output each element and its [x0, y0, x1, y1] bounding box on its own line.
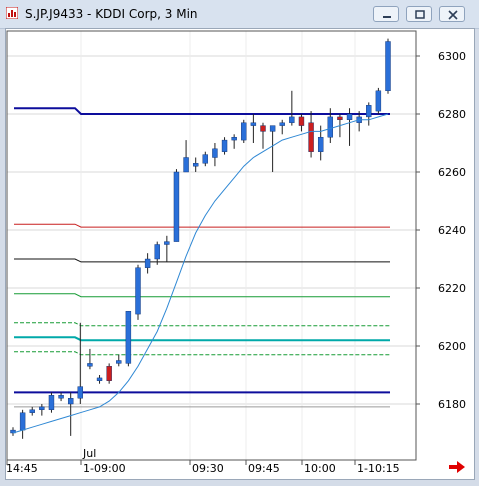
- candle-body: [375, 90, 382, 112]
- candle-body: [231, 136, 237, 141]
- candle-body: [173, 171, 180, 242]
- level-line-red: [14, 223, 390, 228]
- minimize-button[interactable]: [373, 6, 399, 22]
- candle-body: [241, 122, 247, 141]
- candle-body: [144, 258, 151, 268]
- candle-body: [106, 366, 112, 381]
- restore-icon: [415, 10, 425, 19]
- candle-body: [48, 395, 55, 410]
- window-title: S.JP.J9433 - KDDI Corp, 3 Min: [25, 7, 198, 21]
- level-line-upper-blue: [14, 107, 390, 115]
- candle-body: [125, 311, 132, 364]
- plot-area: [6, 30, 417, 461]
- candle-body: [116, 360, 122, 364]
- candle-body: [77, 386, 84, 399]
- candle-body: [279, 122, 285, 126]
- y-tick-label: 6180: [438, 398, 466, 411]
- chart-frame: [5, 28, 475, 480]
- x-tick-label: 14:45: [6, 462, 38, 475]
- candle-body: [29, 409, 35, 413]
- candle-body: [135, 267, 141, 315]
- candle-body: [19, 412, 26, 431]
- candle-body: [164, 241, 170, 245]
- candle-body: [269, 125, 276, 132]
- window-titlebar: S.JP.J9433 - KDDI Corp, 3 Min: [0, 0, 479, 29]
- x-tick-label: 10:00: [304, 462, 336, 475]
- candle-body: [192, 163, 199, 167]
- moving-average-line: [12, 113, 389, 434]
- minimize-icon: [383, 16, 391, 18]
- x-tick-label: 1-10:15: [357, 462, 400, 475]
- candle-body: [39, 406, 45, 410]
- candle-body: [337, 116, 343, 121]
- y-tick-label: 6300: [438, 50, 466, 63]
- close-icon: [448, 10, 458, 20]
- candle-body: [317, 136, 324, 152]
- candle-body: [67, 398, 74, 405]
- x-tick-label: 09:45: [248, 462, 280, 475]
- candle-body: [385, 41, 391, 91]
- y-tick-label: 6260: [438, 166, 466, 179]
- candle-body: [212, 148, 218, 158]
- candle-body: [221, 139, 228, 152]
- y-tick-label: 6240: [438, 224, 466, 237]
- candle-body: [298, 116, 305, 126]
- candle-body: [87, 363, 93, 367]
- close-button[interactable]: [439, 6, 465, 22]
- candle-body: [260, 125, 266, 132]
- candle-body: [96, 377, 103, 381]
- restore-button[interactable]: [406, 6, 432, 22]
- level-line-green: [14, 293, 390, 298]
- candle-body: [58, 395, 64, 399]
- x-tick-label: 09:30: [192, 462, 224, 475]
- x-tick-label: 1-09:00: [83, 462, 126, 475]
- candle-body: [327, 116, 334, 138]
- app-chart-icon: [6, 7, 18, 19]
- y-tick-label: 6220: [438, 282, 466, 295]
- candle-body: [366, 105, 372, 118]
- level-line-cyan: [14, 336, 390, 342]
- level-line-black: [14, 258, 390, 263]
- candle-body: [183, 157, 189, 173]
- level-line-green-dash-upper: [14, 322, 390, 327]
- scroll-right-arrow-icon[interactable]: [448, 460, 466, 474]
- level-line-green-dash-lower: [14, 351, 390, 356]
- candle-body: [154, 244, 160, 260]
- candle-body: [308, 122, 314, 152]
- candle-body: [289, 116, 295, 123]
- y-tick-label: 6200: [438, 340, 466, 353]
- candle-body: [250, 122, 257, 126]
- candle-body: [202, 154, 209, 164]
- x-marker-label: Jul: [82, 447, 96, 460]
- candle-body: [346, 113, 353, 120]
- y-tick-label: 6280: [438, 108, 466, 121]
